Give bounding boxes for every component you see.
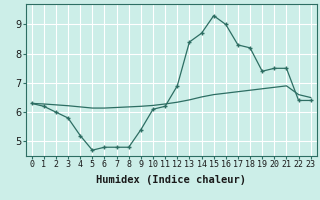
X-axis label: Humidex (Indice chaleur): Humidex (Indice chaleur): [96, 175, 246, 185]
